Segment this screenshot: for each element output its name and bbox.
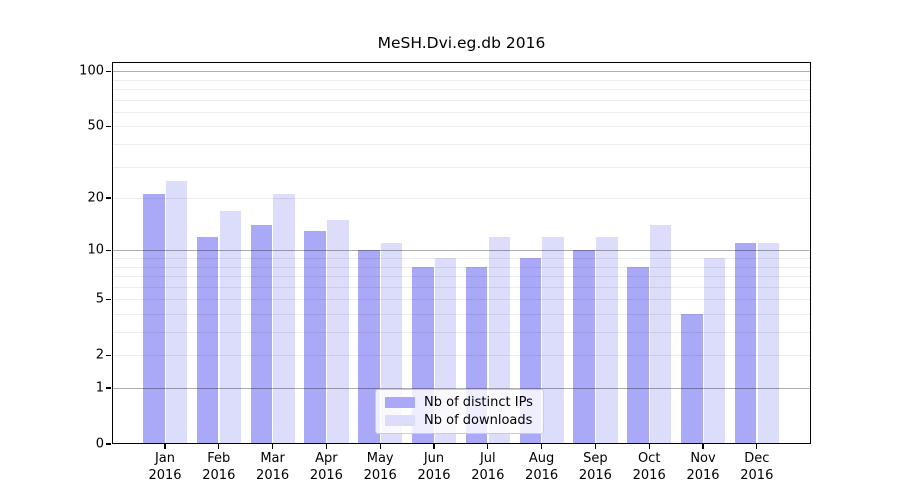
bar-ips-may (358, 250, 380, 444)
bar-downloads-feb (219, 210, 241, 444)
y-tick-mark (105, 387, 111, 389)
bar-ips-feb (196, 236, 219, 444)
x-tick-mark (540, 444, 543, 449)
bar-ips-apr (304, 230, 326, 444)
x-tick-mark (379, 444, 381, 449)
bar-ips-dec (734, 243, 757, 444)
y-tick-label: 1 (95, 380, 104, 396)
x-tick-label-jun: Jun 2016 (417, 451, 451, 483)
y-tick-label: 50 (87, 118, 104, 134)
x-tick-label-jan: Jan 2016 (148, 451, 182, 483)
x-tick-mark (594, 444, 597, 449)
legend-label-distinct-ips: Nb of distinct IPs (424, 395, 533, 410)
y-tick-label: 100 (79, 63, 104, 79)
y-tick-mark (105, 298, 111, 300)
x-tick-label-dec: Dec 2016 (740, 451, 774, 483)
x-tick-mark (271, 444, 274, 449)
x-tick-label-aug: Aug 2016 (525, 451, 559, 483)
x-tick-mark (756, 444, 758, 449)
bar-ips-jan (143, 194, 165, 444)
x-tick-mark (702, 444, 704, 449)
x-tick-mark (648, 444, 650, 449)
y-tick-mark (105, 70, 111, 72)
bar-downloads-oct (649, 225, 672, 444)
bar-ips-oct (627, 266, 649, 444)
y-tick-label: 20 (87, 190, 104, 206)
bar-ips-sep (573, 250, 595, 444)
x-tick-label-nov: Nov 2016 (686, 451, 720, 483)
legend-item-downloads: Nb of downloads (385, 413, 533, 428)
x-tick-label-jul: Jul 2016 (471, 451, 505, 483)
x-tick-label-sep: Sep 2016 (578, 451, 612, 483)
bar-downloads-nov (703, 258, 726, 444)
x-tick-label-apr: Apr 2016 (309, 451, 343, 483)
x-tick-label-feb: Feb 2016 (202, 451, 236, 483)
chart-title: MeSH.Dvi.eg.db 2016 (377, 34, 546, 52)
y-tick-mark (105, 249, 111, 251)
y-tick-label: 10 (87, 242, 104, 258)
plot-area: 0 1 2 5 10 20 50 100 Jan 2016 Feb 2016 Mar 2016 Apr 20… (79, 62, 811, 483)
y-tick-mark (105, 125, 111, 128)
x-tick-label-oct: Oct 2016 (632, 451, 666, 483)
x-tick-mark (433, 444, 435, 449)
x-tick-mark (218, 444, 220, 449)
bar-downloads-sep (596, 236, 618, 444)
y-tick-mark (105, 443, 111, 445)
legend: Nb of distinct IPs Nb of downloads (375, 389, 544, 434)
y-tick-label: 0 (95, 436, 104, 452)
bars-layer (112, 62, 811, 444)
legend-swatch-distinct-ips (385, 397, 415, 408)
y-tick-label: 2 (95, 347, 104, 363)
x-tick-mark (487, 444, 489, 449)
bar-downloads-dec (757, 243, 779, 444)
y-tick-mark (105, 354, 111, 356)
legend-swatch-downloads (385, 415, 415, 426)
x-tick-mark (164, 444, 166, 449)
bar-ips-mar (250, 225, 273, 444)
bar-downloads-apr (327, 220, 349, 444)
bar-ips-nov (681, 314, 703, 444)
legend-item-distinct-ips: Nb of distinct IPs (385, 395, 533, 410)
x-tick-label-mar: Mar 2016 (256, 451, 290, 483)
y-tick-label: 5 (95, 291, 104, 307)
x-tick-mark (325, 444, 328, 449)
x-tick-label-may: May 2016 (363, 451, 397, 483)
bar-downloads-mar (273, 194, 295, 444)
legend-label-downloads: Nb of downloads (424, 413, 533, 428)
y-tick-mark (105, 197, 111, 199)
bar-downloads-aug (542, 236, 564, 444)
bar-downloads-jan (165, 180, 188, 444)
